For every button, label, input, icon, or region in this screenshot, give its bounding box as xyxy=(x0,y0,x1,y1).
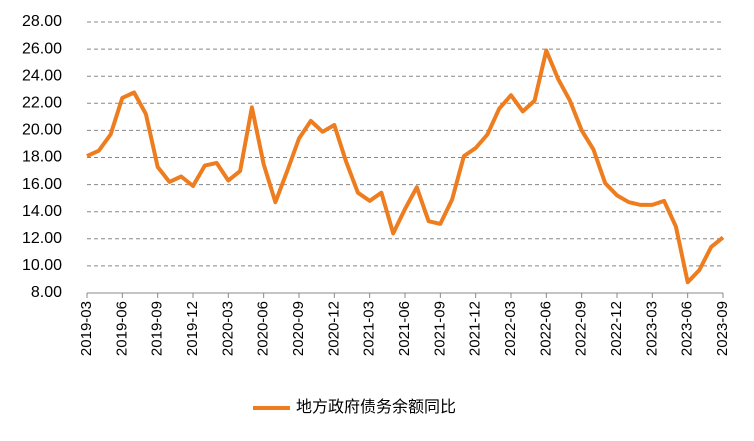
y-tick-label: 22.00 xyxy=(22,95,62,112)
y-tick-label: 16.00 xyxy=(22,176,62,193)
x-tick-label: 2022-06 xyxy=(537,301,554,356)
y-tick-label: 24.00 xyxy=(22,67,62,84)
legend-label: 地方政府债务余额同比 xyxy=(296,397,456,416)
x-tick-label: 2020-06 xyxy=(255,301,272,356)
y-tick-label: 10.00 xyxy=(22,257,62,274)
x-tick-label: 2019-06 xyxy=(113,301,130,356)
x-tick-label: 2021-03 xyxy=(361,301,378,356)
y-tick-label: 20.00 xyxy=(22,122,62,139)
x-tick-label: 2021-09 xyxy=(431,301,448,356)
x-tick-label: 2022-09 xyxy=(573,301,590,356)
x-tick-label: 2020-03 xyxy=(219,301,236,356)
x-tick-label: 2023-09 xyxy=(714,301,731,356)
x-tick-label: 2021-06 xyxy=(396,301,413,356)
x-tick-label: 2021-12 xyxy=(467,301,484,356)
x-tick-label: 2019-12 xyxy=(184,301,201,356)
x-tick-label: 2023-06 xyxy=(679,301,696,356)
line xyxy=(86,48,725,285)
x-tick-label: 2019-09 xyxy=(149,301,166,356)
y-tick-label: 18.00 xyxy=(22,149,62,166)
y-tick-label: 14.00 xyxy=(22,203,62,220)
x-tick-label: 2020-12 xyxy=(325,301,342,356)
x-tick-label: 2019-03 xyxy=(78,301,95,356)
x-tick-label: 2023-03 xyxy=(643,301,660,356)
y-tick-label: 28.00 xyxy=(22,13,62,30)
x-tick-label: 2022-12 xyxy=(608,301,625,356)
y-tick-label: 12.00 xyxy=(22,230,62,247)
y-tick-label: 26.00 xyxy=(22,40,62,57)
x-tick-label: 2022-03 xyxy=(502,301,519,356)
y-tick-label: 8.00 xyxy=(31,284,62,301)
x-tick-label: 2020-09 xyxy=(290,301,307,356)
